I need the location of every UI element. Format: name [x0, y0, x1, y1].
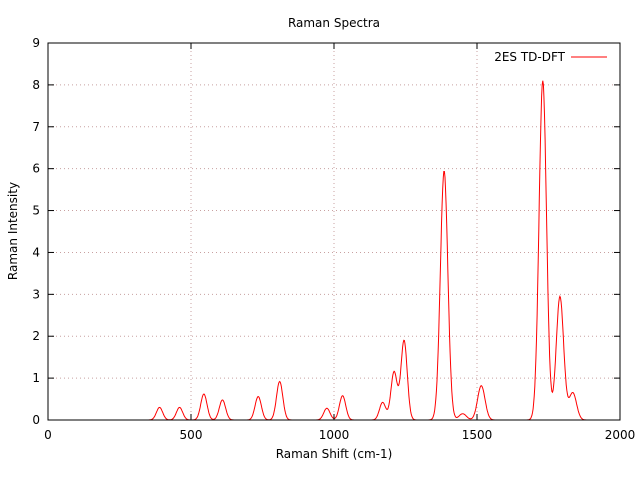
y-tick-label: 2 [32, 329, 40, 343]
y-tick-label: 1 [32, 371, 40, 385]
x-tick-label: 1500 [462, 428, 493, 442]
y-tick-label: 8 [32, 78, 40, 92]
x-tick-label: 1000 [319, 428, 350, 442]
tick-labels: 0 500 1000 1500 2000 0 1 2 3 4 5 6 7 8 9 [32, 36, 635, 442]
y-tick-label: 4 [32, 245, 40, 259]
x-tick-label: 500 [180, 428, 203, 442]
y-tick-label: 6 [32, 162, 40, 176]
x-tick-label: 2000 [605, 428, 636, 442]
tick-marks [47, 42, 621, 421]
y-tick-label: 9 [32, 36, 40, 50]
y-tick-label: 3 [32, 287, 40, 301]
chart-title: Raman Spectra [288, 16, 380, 30]
y-axis-label: Raman Intensity [6, 182, 20, 280]
y-tick-label: 5 [32, 204, 40, 218]
y-tick-label: 7 [32, 120, 40, 134]
y-tick-label: 0 [32, 413, 40, 427]
grid-lines [48, 43, 620, 420]
x-axis-label: Raman Shift (cm-1) [276, 447, 393, 461]
x-tick-label: 0 [44, 428, 52, 442]
legend-label: 2ES TD-DFT [494, 50, 565, 64]
legend: 2ES TD-DFT [494, 50, 607, 64]
